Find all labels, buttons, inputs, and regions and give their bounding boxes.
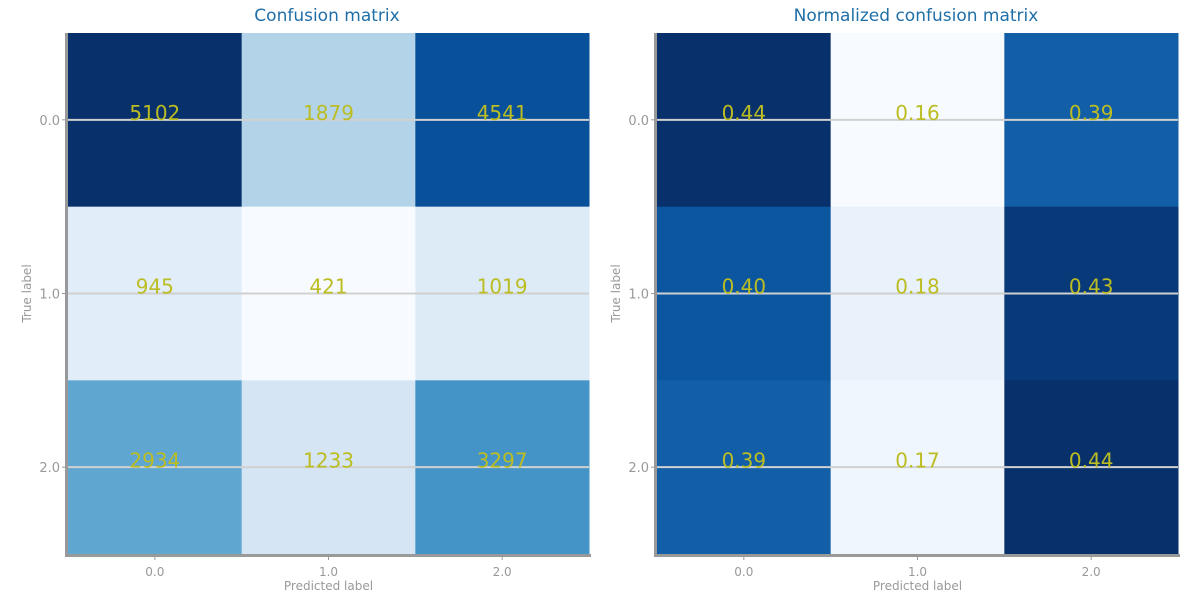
cell-value-label: 0.39	[1069, 101, 1114, 125]
cell-value-label: 945	[136, 275, 174, 299]
x-tick-label: 0.0	[734, 565, 753, 579]
x-axis-label: Predicted label	[284, 579, 373, 593]
x-tick-label: 0.0	[145, 565, 164, 579]
cell-value-label: 3297	[477, 448, 528, 472]
y-axis-label: True label	[20, 264, 34, 323]
cell-value-label: 0.43	[1069, 275, 1114, 299]
cell-value-label: 0.44	[1069, 448, 1114, 472]
cell-value-label: 5102	[129, 101, 180, 125]
cell-value-label: 1879	[303, 101, 354, 125]
y-tick-label: 0.0	[39, 114, 60, 129]
cell-value-label: 1019	[477, 275, 528, 299]
y-tick-label: 1.0	[39, 288, 60, 303]
y-tick-label: 2.0	[628, 461, 649, 476]
cell-value-label: 421	[309, 275, 347, 299]
chart-title: Normalized confusion matrix	[794, 6, 1039, 26]
x-tick-label: 1.0	[908, 565, 927, 579]
cell-value-label: 0.16	[895, 101, 940, 125]
y-tick-label: 1.0	[628, 288, 649, 303]
y-tick-label: 2.0	[39, 461, 60, 476]
cell-value-label: 1233	[303, 448, 354, 472]
y-tick-label: 0.0	[628, 114, 649, 129]
cell-value-label: 2934	[129, 448, 180, 472]
cell-value-label: 0.44	[722, 101, 767, 125]
cell-value-label: 4541	[477, 101, 528, 125]
cell-value-label: 0.18	[895, 275, 940, 299]
confusion-matrix-panel: Confusion matrix 5102 1879 4541 945 421 1019 29…	[20, 6, 591, 593]
cell-value-label: 0.39	[722, 448, 767, 472]
y-axis-label: True label	[609, 264, 623, 323]
cell-value-label: 0.17	[895, 448, 940, 472]
x-axis-label: Predicted label	[873, 579, 962, 593]
cell-value-label: 0.40	[722, 275, 767, 299]
normalized-confusion-matrix-panel: Normalized confusion matrix 0.44 0.16 0.39 0…	[609, 6, 1180, 593]
x-tick-label: 2.0	[1082, 565, 1101, 579]
x-tick-label: 2.0	[493, 565, 512, 579]
chart-title: Confusion matrix	[254, 6, 399, 26]
x-tick-label: 1.0	[319, 565, 338, 579]
